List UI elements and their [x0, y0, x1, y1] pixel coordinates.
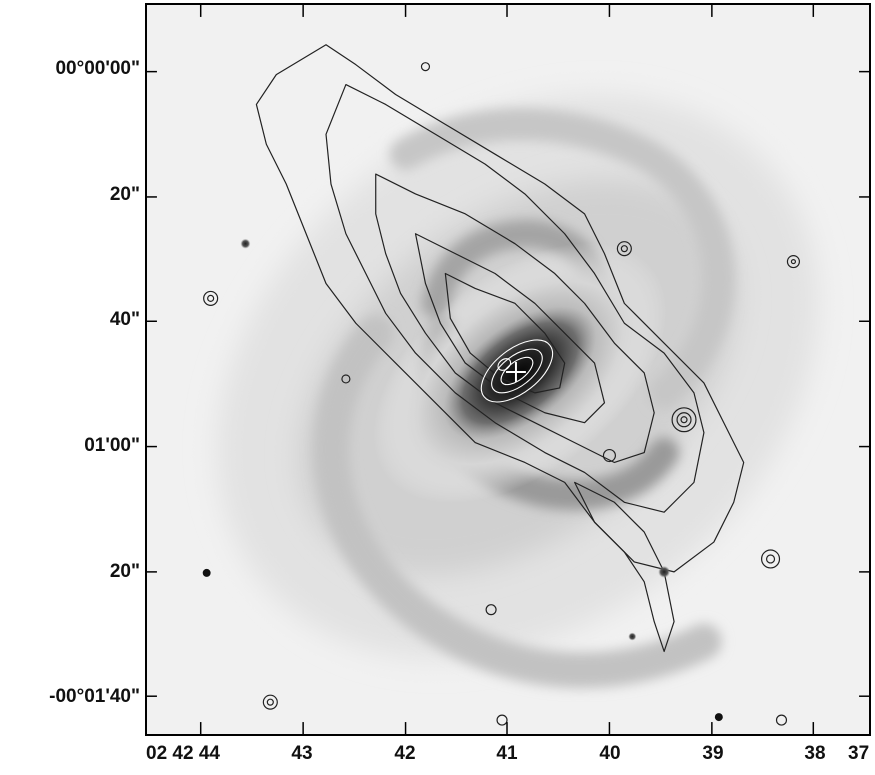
image-frame: [145, 3, 871, 736]
y-tick-label: 40": [109, 309, 140, 330]
contours-light: [480, 339, 554, 403]
contours-dark: [203, 44, 800, 726]
y-tick-label: 01'00": [84, 435, 140, 456]
x-tick-label: 39: [702, 743, 724, 764]
x-tick-label: 42: [394, 743, 416, 764]
x-tick-label: 41: [496, 743, 518, 764]
y-tick-label: 20": [109, 184, 140, 205]
y-tick-label: 20": [109, 561, 140, 582]
y-tick-label: -00°01'40": [49, 686, 140, 707]
nucleus-cross-icon: [506, 362, 526, 382]
galaxy-image: [147, 5, 869, 734]
x-tick-label: 38: [804, 743, 826, 764]
x-tick-label: 40: [599, 743, 621, 764]
x-tick-label: 02 42 44: [146, 743, 220, 764]
y-tick-label: 00°00'00": [55, 58, 140, 79]
x-tick-label: 37: [848, 743, 870, 764]
field-stars: [202, 238, 723, 722]
axis-ticks: [147, 5, 869, 734]
x-tick-label: 43: [291, 743, 313, 764]
